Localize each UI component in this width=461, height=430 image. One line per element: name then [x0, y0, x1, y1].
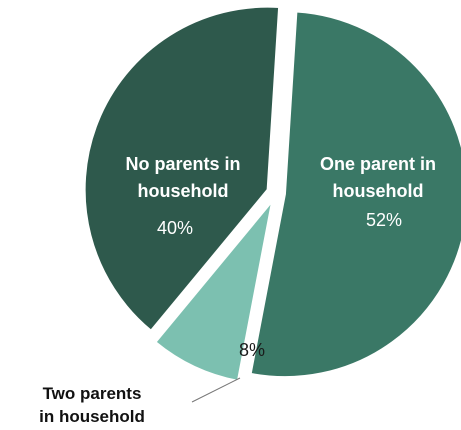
- slice-one-parent: [249, 10, 461, 379]
- slice-no-parents: [83, 5, 281, 333]
- slice-value-no-parents: 40%: [157, 218, 193, 238]
- slice-label-one-parent-line2: household: [333, 181, 424, 201]
- leader-line-two-parents: [191, 377, 241, 403]
- slice-value-two-parents: 8%: [239, 340, 265, 360]
- slice-label-no-parents-line1: No parents in: [125, 154, 240, 174]
- slice-label-two-parents-line1: Two parents: [43, 384, 142, 403]
- slice-two-parents: [154, 200, 274, 383]
- slice-label-one-parent-line1: One parent in: [320, 154, 436, 174]
- slice-label-no-parents-line2: household: [138, 181, 229, 201]
- slice-label-two-parents-line2: in household: [39, 407, 145, 426]
- slice-value-one-parent: 52%: [366, 210, 402, 230]
- pie-slices: [83, 5, 461, 383]
